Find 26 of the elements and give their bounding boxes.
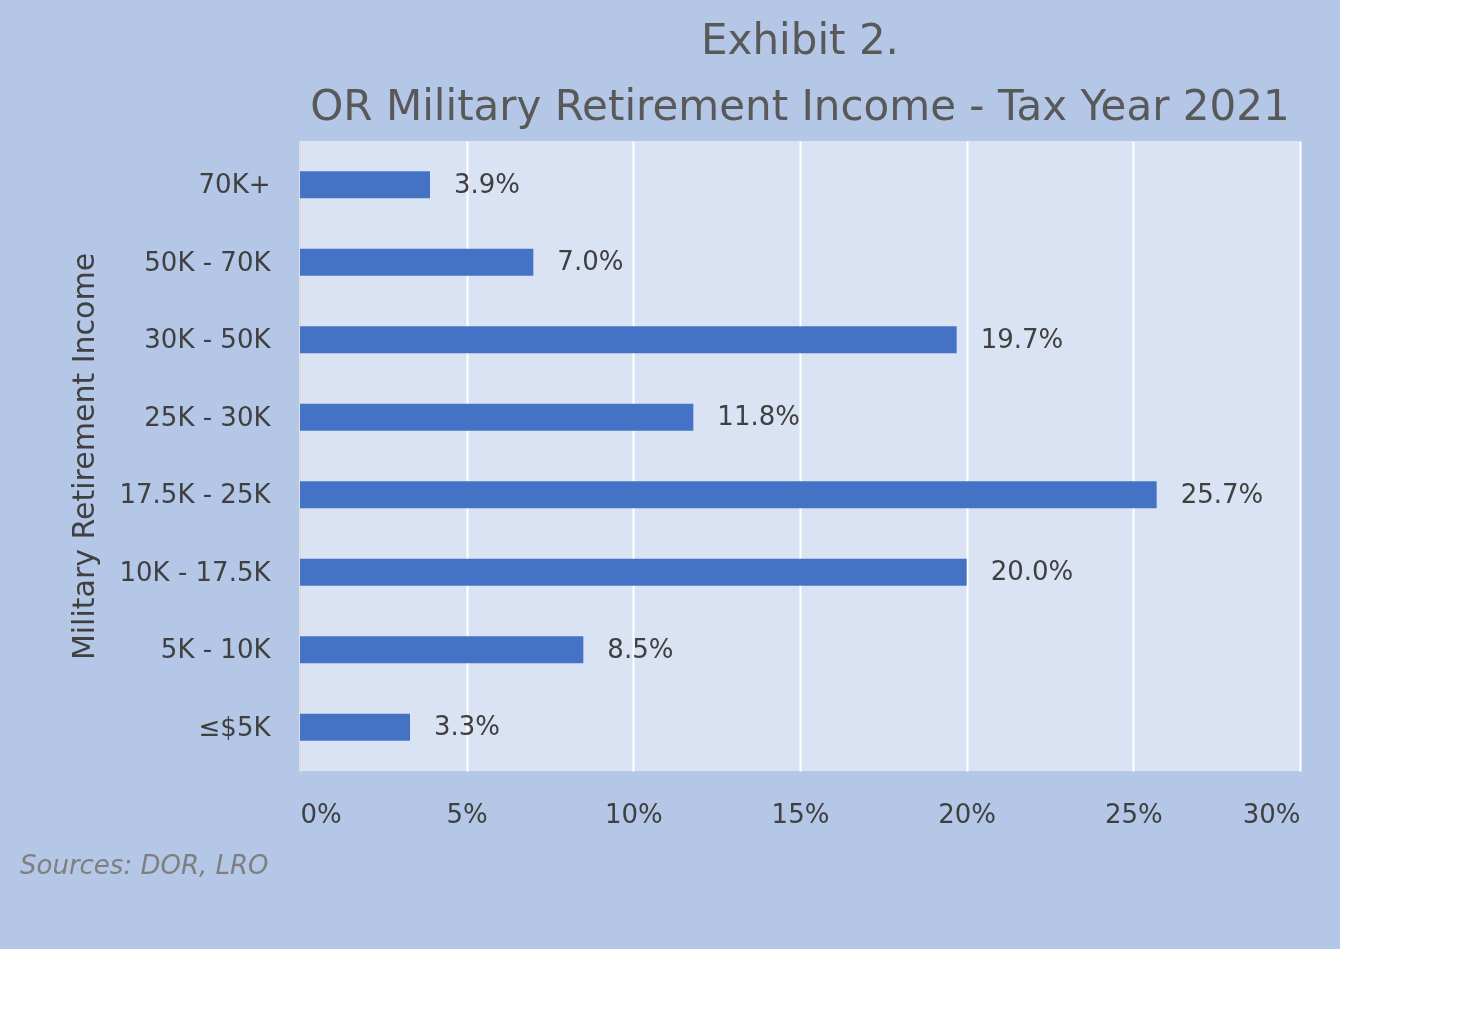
y-tick-label: 30K - 50K xyxy=(144,324,272,355)
y-tick-label: 70K+ xyxy=(198,169,271,200)
y-tick-label: 50K - 70K xyxy=(144,246,272,277)
source-note: Sources: DOR, LRO xyxy=(20,850,269,880)
data-label: 25.7% xyxy=(1180,478,1264,509)
data-label: 19.7% xyxy=(980,323,1064,354)
data-label: 8.5% xyxy=(607,633,674,664)
data-label: 7.0% xyxy=(557,246,624,277)
data-label: 3.9% xyxy=(454,168,521,199)
x-tick-label: 30% xyxy=(1242,798,1301,829)
y-tick-label: 5K - 10K xyxy=(160,634,272,665)
y-tick-label: ≤$5K xyxy=(198,711,272,742)
data-label: 20.0% xyxy=(990,556,1074,587)
y-axis-title: Military Retirement Income xyxy=(65,252,101,661)
x-tick-label: 10% xyxy=(604,798,663,829)
y-tick-label: 17.5K - 25K xyxy=(119,479,272,510)
chart-title: Exhibit 2. OR Military Retirement Income - Tax Year 2021 xyxy=(310,15,1290,130)
y-tick-label: 10K - 17.5K xyxy=(119,556,272,587)
y-tick-label: 25K - 30K xyxy=(144,401,272,432)
x-tick-label: 5% xyxy=(446,798,488,829)
x-tick-label: 25% xyxy=(1104,798,1163,829)
x-tick-label: 20% xyxy=(938,798,997,829)
x-tick-label: 0% xyxy=(300,798,342,829)
data-label: 11.8% xyxy=(717,401,800,432)
x-tick-label: 15% xyxy=(771,798,830,829)
data-label: 3.3% xyxy=(434,711,501,742)
